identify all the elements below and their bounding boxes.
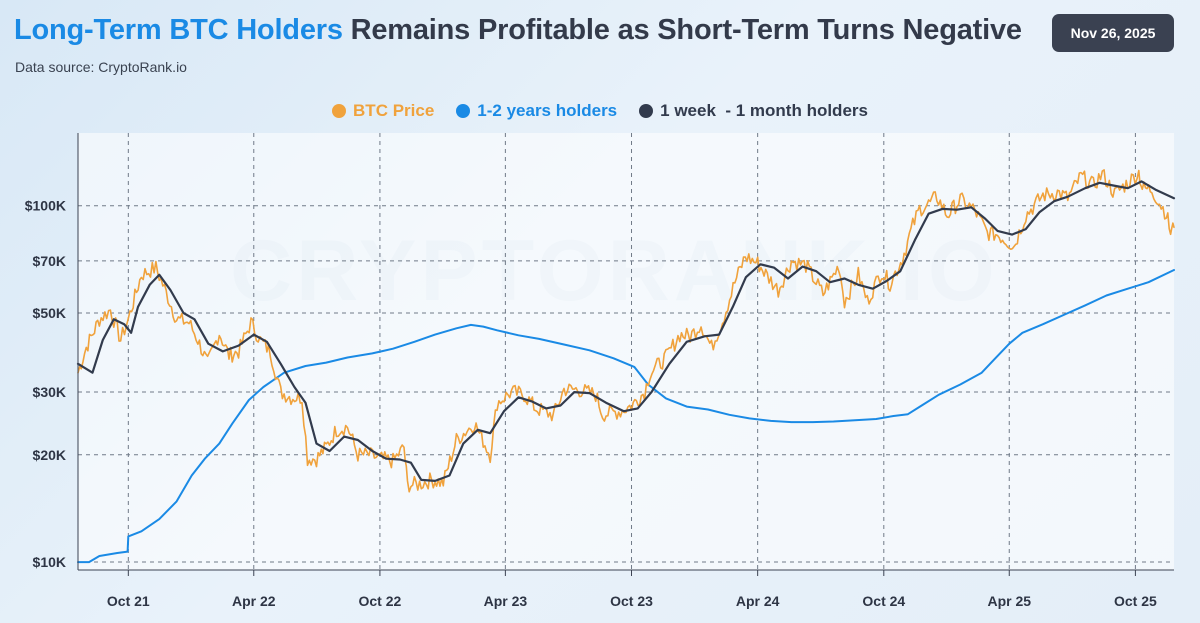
- legend-label-short-term: 1 week - 1 month holders: [660, 101, 868, 120]
- date-badge: Nov 26, 2025: [1052, 14, 1174, 52]
- title-rest: Remains Profitable as Short-Term Turns N…: [350, 14, 1022, 46]
- data-source: Data source: CryptoRank.io: [15, 59, 187, 75]
- y-tick-label: $100K: [25, 198, 66, 214]
- x-tick-label: Oct 22: [359, 593, 402, 609]
- x-tick-label: Apr 25: [987, 593, 1031, 609]
- title-highlight: Long-Term BTC Holders: [14, 14, 343, 46]
- y-tick-label: $50K: [33, 305, 66, 321]
- x-tick-label: Oct 25: [1114, 593, 1157, 609]
- y-tick-label: $20K: [33, 447, 66, 463]
- legend-item-btc-price[interactable]: BTC Price: [332, 101, 434, 121]
- short-term-holders-line: [76, 180, 1176, 482]
- legend-label-btc-price: BTC Price: [353, 101, 435, 120]
- x-tick-label: Oct 21: [107, 593, 150, 609]
- y-tick-label: $10K: [33, 554, 66, 570]
- y-tick-label: $30K: [33, 384, 66, 400]
- legend-dot-long-term: [456, 104, 471, 118]
- legend-label-long-term: 1-2 years holders: [477, 101, 618, 120]
- chart-title: Long-Term BTC Holders Remains Profitable…: [14, 14, 1022, 47]
- long-term-holders-line: [77, 269, 1175, 564]
- legend-item-long-term[interactable]: 1-2 years holders: [456, 101, 617, 121]
- x-tick-label: Apr 22: [232, 593, 276, 609]
- x-tick-label: Apr 24: [736, 593, 780, 609]
- x-tick-label: Oct 24: [862, 593, 905, 609]
- legend: BTC Price 1-2 years holders 1 week - 1 m…: [0, 101, 1200, 121]
- y-tick-label: $70K: [33, 253, 66, 269]
- legend-dot-short-term: [639, 104, 654, 118]
- legend-item-short-term[interactable]: 1 week - 1 month holders: [639, 101, 868, 121]
- legend-dot-btc-price: [332, 104, 347, 118]
- x-tick-label: Oct 23: [610, 593, 653, 609]
- x-tick-label: Apr 23: [484, 593, 528, 609]
